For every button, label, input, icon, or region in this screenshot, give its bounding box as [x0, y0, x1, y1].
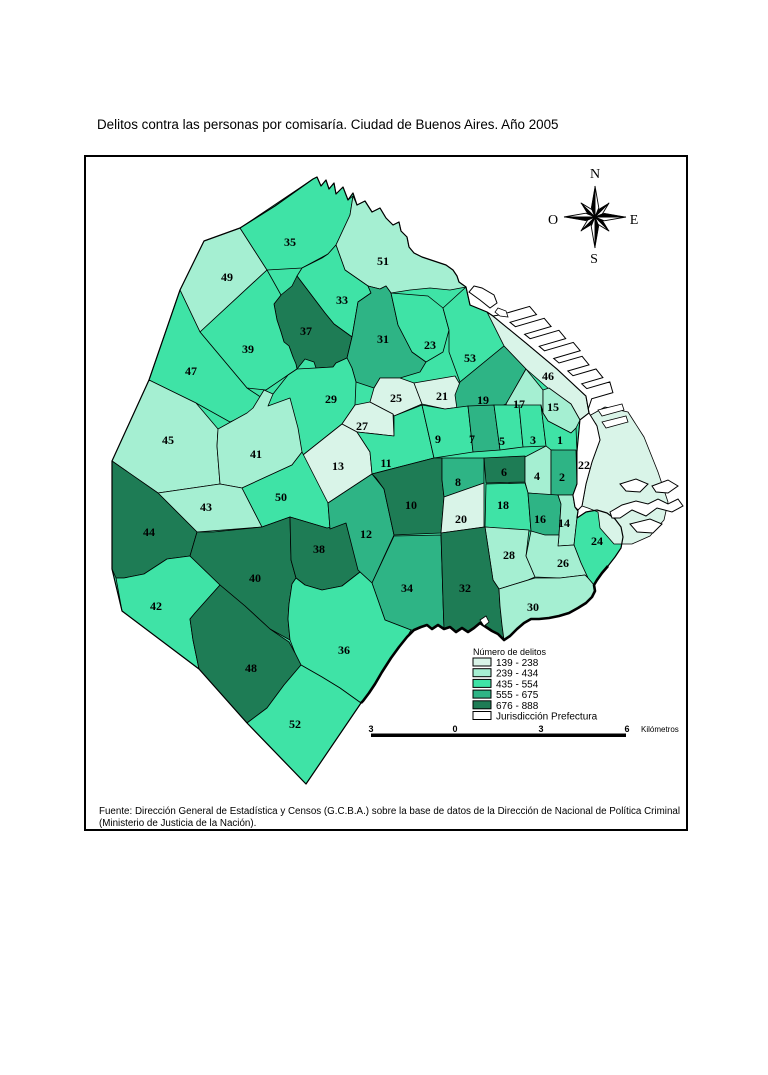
svg-text:3: 3: [368, 724, 373, 734]
svg-text:4: 4: [534, 469, 540, 483]
svg-text:O: O: [548, 213, 558, 228]
svg-text:(Ministerio de Justicia de la: (Ministerio de Justicia de la Nación).: [99, 818, 256, 829]
svg-text:6: 6: [501, 465, 507, 479]
svg-text:52: 52: [289, 717, 301, 731]
svg-text:6: 6: [624, 724, 629, 734]
svg-text:44: 44: [143, 525, 155, 539]
svg-text:53: 53: [464, 351, 476, 365]
svg-text:41: 41: [250, 447, 262, 461]
svg-text:48: 48: [245, 661, 257, 675]
svg-text:20: 20: [455, 512, 467, 526]
svg-text:37: 37: [300, 324, 312, 338]
svg-text:30: 30: [527, 600, 539, 614]
svg-text:12: 12: [360, 527, 372, 541]
svg-text:Kilómetros: Kilómetros: [641, 725, 679, 734]
svg-text:19: 19: [477, 393, 489, 407]
svg-text:47: 47: [185, 364, 197, 378]
svg-text:1: 1: [557, 433, 563, 447]
svg-text:35: 35: [284, 235, 296, 249]
svg-text:5: 5: [499, 434, 505, 448]
svg-text:24: 24: [591, 534, 603, 548]
svg-text:139 - 238: 139 - 238: [496, 658, 539, 669]
svg-text:32: 32: [459, 581, 471, 595]
svg-text:46: 46: [542, 369, 554, 383]
svg-text:34: 34: [401, 581, 413, 595]
svg-text:9: 9: [435, 432, 441, 446]
svg-text:21: 21: [436, 389, 448, 403]
svg-text:29: 29: [325, 392, 337, 406]
svg-text:43: 43: [200, 500, 212, 514]
svg-text:14: 14: [558, 516, 570, 530]
svg-text:26: 26: [557, 556, 569, 570]
svg-text:7: 7: [469, 432, 475, 446]
svg-text:3: 3: [538, 724, 543, 734]
svg-text:40: 40: [249, 571, 261, 585]
svg-text:39: 39: [242, 342, 254, 356]
svg-text:Número de delitos: Número de delitos: [473, 647, 547, 657]
svg-text:11: 11: [380, 456, 391, 470]
svg-text:15: 15: [547, 400, 559, 414]
svg-text:42: 42: [150, 599, 162, 613]
svg-text:36: 36: [338, 643, 350, 657]
svg-text:Jurisdicción Prefectura: Jurisdicción Prefectura: [496, 712, 598, 723]
svg-text:10: 10: [405, 498, 417, 512]
svg-text:2: 2: [559, 470, 565, 484]
svg-text:E: E: [630, 213, 639, 228]
svg-text:S: S: [590, 252, 598, 267]
svg-text:435 - 554: 435 - 554: [496, 679, 539, 690]
svg-text:17: 17: [513, 397, 525, 411]
svg-text:18: 18: [497, 498, 509, 512]
svg-text:0: 0: [452, 724, 457, 734]
svg-text:51: 51: [377, 254, 389, 268]
svg-text:555 - 675: 555 - 675: [496, 690, 539, 701]
svg-text:50: 50: [275, 490, 287, 504]
svg-text:49: 49: [221, 270, 233, 284]
svg-text:22: 22: [578, 458, 590, 472]
svg-text:31: 31: [377, 332, 389, 346]
svg-text:3: 3: [530, 433, 536, 447]
svg-text:45: 45: [162, 433, 174, 447]
svg-text:23: 23: [424, 338, 436, 352]
svg-text:8: 8: [455, 475, 461, 489]
svg-text:Fuente: Dirección General de E: Fuente: Dirección General de Estadística…: [99, 806, 680, 817]
svg-text:27: 27: [356, 419, 368, 433]
svg-text:Delitos contra las personas po: Delitos contra las personas por comisarí…: [97, 117, 559, 132]
svg-text:239 - 434: 239 - 434: [496, 669, 539, 680]
svg-text:13: 13: [332, 459, 344, 473]
svg-text:N: N: [590, 167, 600, 182]
svg-text:16: 16: [534, 512, 546, 526]
svg-text:676 - 888: 676 - 888: [496, 701, 539, 712]
svg-text:38: 38: [313, 542, 325, 556]
svg-text:28: 28: [503, 548, 515, 562]
svg-text:25: 25: [390, 391, 402, 405]
svg-text:33: 33: [336, 293, 348, 307]
